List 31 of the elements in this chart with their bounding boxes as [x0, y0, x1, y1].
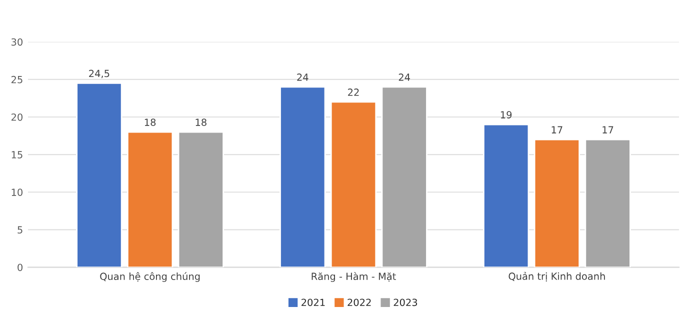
- bar: [534, 138, 580, 268]
- y-tick-label: 15: [12, 151, 22, 158]
- y-tick-label: 0: [18, 264, 22, 272]
- bar: [126, 131, 174, 268]
- y-tick-label: 20: [11, 113, 22, 121]
- legend-label: 2022: [348, 298, 371, 306]
- data-label: 18: [196, 118, 206, 126]
- data-label: 17: [552, 126, 562, 134]
- data-label: 24: [297, 74, 308, 81]
- data-label: 18: [144, 118, 156, 126]
- bar: [381, 86, 428, 268]
- bar: [178, 131, 224, 268]
- data-label: 24: [398, 74, 410, 81]
- bar: [584, 138, 631, 268]
- legend-label: 2021: [302, 298, 325, 306]
- bar: [483, 124, 530, 268]
- y-tick-label: 10: [12, 188, 22, 196]
- legend-label: 2023: [394, 298, 418, 306]
- data-label: 19: [500, 111, 512, 118]
- bar: [76, 82, 122, 268]
- bar: [280, 86, 326, 268]
- x-tick-label: Quan hệ công chúng: [100, 272, 200, 282]
- data-label: 24,5: [89, 70, 110, 78]
- data-label: 22: [348, 88, 359, 96]
- bar: [330, 101, 377, 268]
- x-tick-label: Quản trị Kinh doanh: [508, 272, 605, 282]
- y-tick-label: 5: [18, 226, 22, 234]
- y-tick-label: 25: [11, 76, 22, 84]
- x-tick-label: Răng - Hàm - Mặt: [312, 272, 396, 282]
- y-tick-label: 30: [12, 38, 22, 46]
- data-label: 17: [602, 126, 614, 134]
